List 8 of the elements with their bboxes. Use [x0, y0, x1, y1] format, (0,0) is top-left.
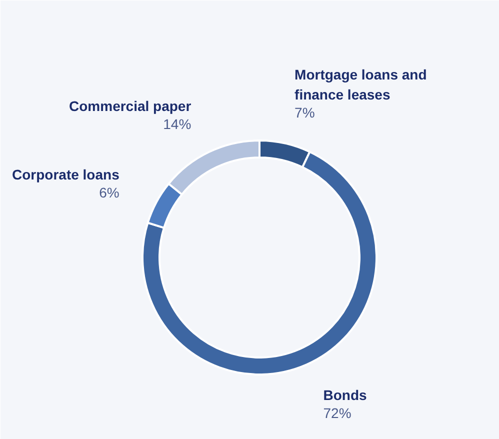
data-label: 6% — [99, 184, 120, 200]
slice-label: Commercial paper — [69, 98, 192, 114]
data-label: 72% — [323, 405, 352, 422]
data-label: 7% — [294, 104, 315, 120]
slice-label: Corporate loans — [12, 166, 120, 182]
slice-label: Mortgage loans and finance leases — [294, 66, 427, 102]
slice-label: Bonds — [323, 387, 368, 404]
data-label: 14% — [163, 116, 192, 132]
